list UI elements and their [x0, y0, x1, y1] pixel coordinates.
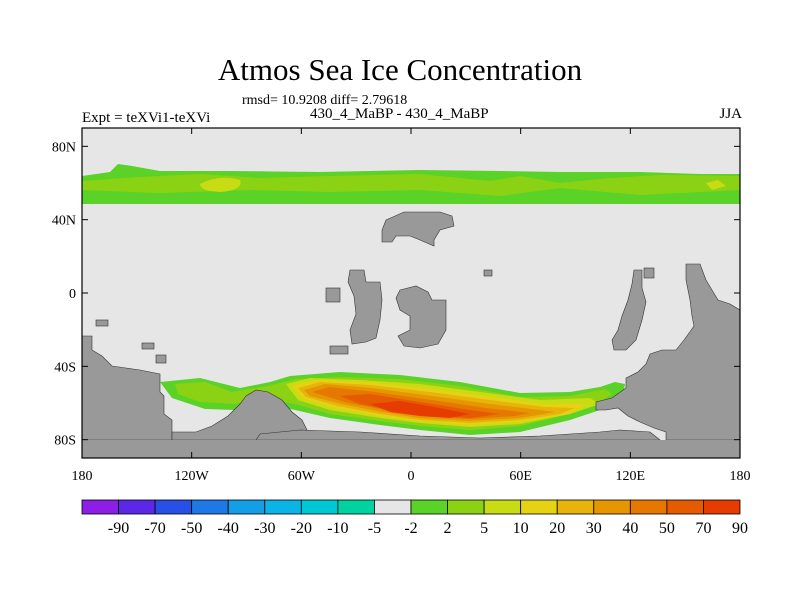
season-label: JJA [719, 106, 742, 122]
landmass-small-7 [643, 267, 655, 279]
colorbar-label: 40 [622, 520, 638, 537]
y-tick-label: 40N [52, 214, 76, 229]
landmass-north-block [381, 211, 455, 247]
colorbar-label: -90 [108, 520, 129, 537]
colorbar-label: -20 [291, 520, 312, 537]
colorbar-swatch [227, 499, 266, 515]
landmass-small-4 [155, 354, 167, 364]
y-tick-label: 80S [54, 434, 76, 449]
x-tick-label: 120E [616, 469, 646, 484]
colorbar-swatch [118, 499, 156, 515]
landmass-antarctic-peninsula [171, 389, 309, 441]
x-tick-label: 60W [288, 469, 316, 484]
colorbar-label: 5 [480, 520, 488, 537]
landmass-central-west [347, 269, 383, 345]
y-axis: 80N 40N 0 40S 80S [52, 140, 740, 449]
colorbar-swatch [337, 499, 375, 515]
colorbar-label: 2 [444, 520, 452, 537]
colorbar-swatch [374, 499, 412, 515]
colorbar-swatch [520, 499, 558, 515]
y-tick-label: 80N [52, 140, 76, 155]
colorbar-label: -70 [144, 520, 165, 537]
colorbar-swatch [666, 499, 704, 515]
colorbar-swatch [447, 499, 485, 515]
plot-title: Atmos Sea Ice Concentration [217, 52, 583, 87]
y-tick-label: 40S [54, 360, 76, 375]
ice-level-10b [706, 180, 726, 190]
map-panel [82, 128, 740, 458]
ice-level-10 [200, 177, 241, 192]
landmass-small-6 [329, 345, 349, 355]
stats-subtitle: rmsd= 10.9208 diff= 2.79618 [242, 93, 408, 108]
colorbar-label: 70 [695, 520, 711, 537]
colorbar-label: -2 [404, 520, 417, 537]
x-tick-label: 120W [175, 469, 210, 484]
landmass-small-3 [141, 342, 155, 350]
landmass-east-island [611, 269, 647, 351]
colorbar-swatch [703, 499, 741, 515]
x-axis: 180 120W 60W 0 60E 120E 180 [72, 128, 751, 484]
colorbar-label: -5 [368, 520, 381, 537]
antarctic-ice [160, 372, 625, 435]
colorbar-label: -50 [181, 520, 202, 537]
colorbar-label: 30 [586, 520, 602, 537]
colorbar-swatch [629, 499, 668, 515]
colorbar-label: -30 [254, 520, 275, 537]
colorbar-swatch [410, 499, 448, 515]
experiment-period-label: 430_4_MaBP - 430_4_MaBP [310, 106, 489, 122]
landmasses [82, 211, 740, 443]
landmass-central-block [395, 285, 447, 349]
arctic-ice-band [82, 164, 740, 204]
experiment-label: Expt = teXVi1-teXVi [82, 110, 211, 126]
colorbar-swatch [483, 499, 522, 515]
landmass-south-coast [255, 429, 661, 441]
colorbar-swatch [191, 499, 229, 515]
colorbar-swatch [593, 499, 631, 515]
ice-level-90-south [370, 401, 470, 418]
antarctic-ice-sheet [82, 440, 740, 458]
colorbar-label: -10 [327, 520, 348, 537]
colorbar: -90 -70 -50 -40 -30 -20 -10 -5 -2 2 5 10 20 30 40 50 70 9… [81, 499, 748, 537]
ice-level-5 [82, 174, 740, 196]
x-tick-label: 180 [72, 469, 93, 484]
x-tick-label: 180 [730, 469, 751, 484]
colorbar-swatch [264, 499, 302, 515]
landmass-small-2 [95, 319, 109, 327]
y-tick-label: 0 [69, 287, 76, 302]
colorbar-swatch [556, 499, 595, 515]
colorbar-label: 20 [549, 520, 565, 537]
x-tick-label: 0 [408, 469, 415, 484]
landmass-small-1 [325, 287, 341, 303]
colorbar-label: -40 [218, 520, 239, 537]
colorbar-swatch [300, 499, 339, 515]
colorbar-label: 50 [659, 520, 675, 537]
x-tick-label: 60E [509, 469, 532, 484]
map-axes: 180 120W 60W 0 60E 120E 180 80N 40N 0 40S 80S [52, 127, 751, 484]
landmass-west [82, 335, 173, 441]
landmass-small-5 [483, 269, 493, 277]
colorbar-label: 10 [513, 520, 529, 537]
colorbar-swatch [81, 499, 119, 515]
colorbar-label: 90 [732, 520, 748, 537]
landmass-east [595, 263, 740, 441]
colorbar-swatch [154, 499, 193, 515]
